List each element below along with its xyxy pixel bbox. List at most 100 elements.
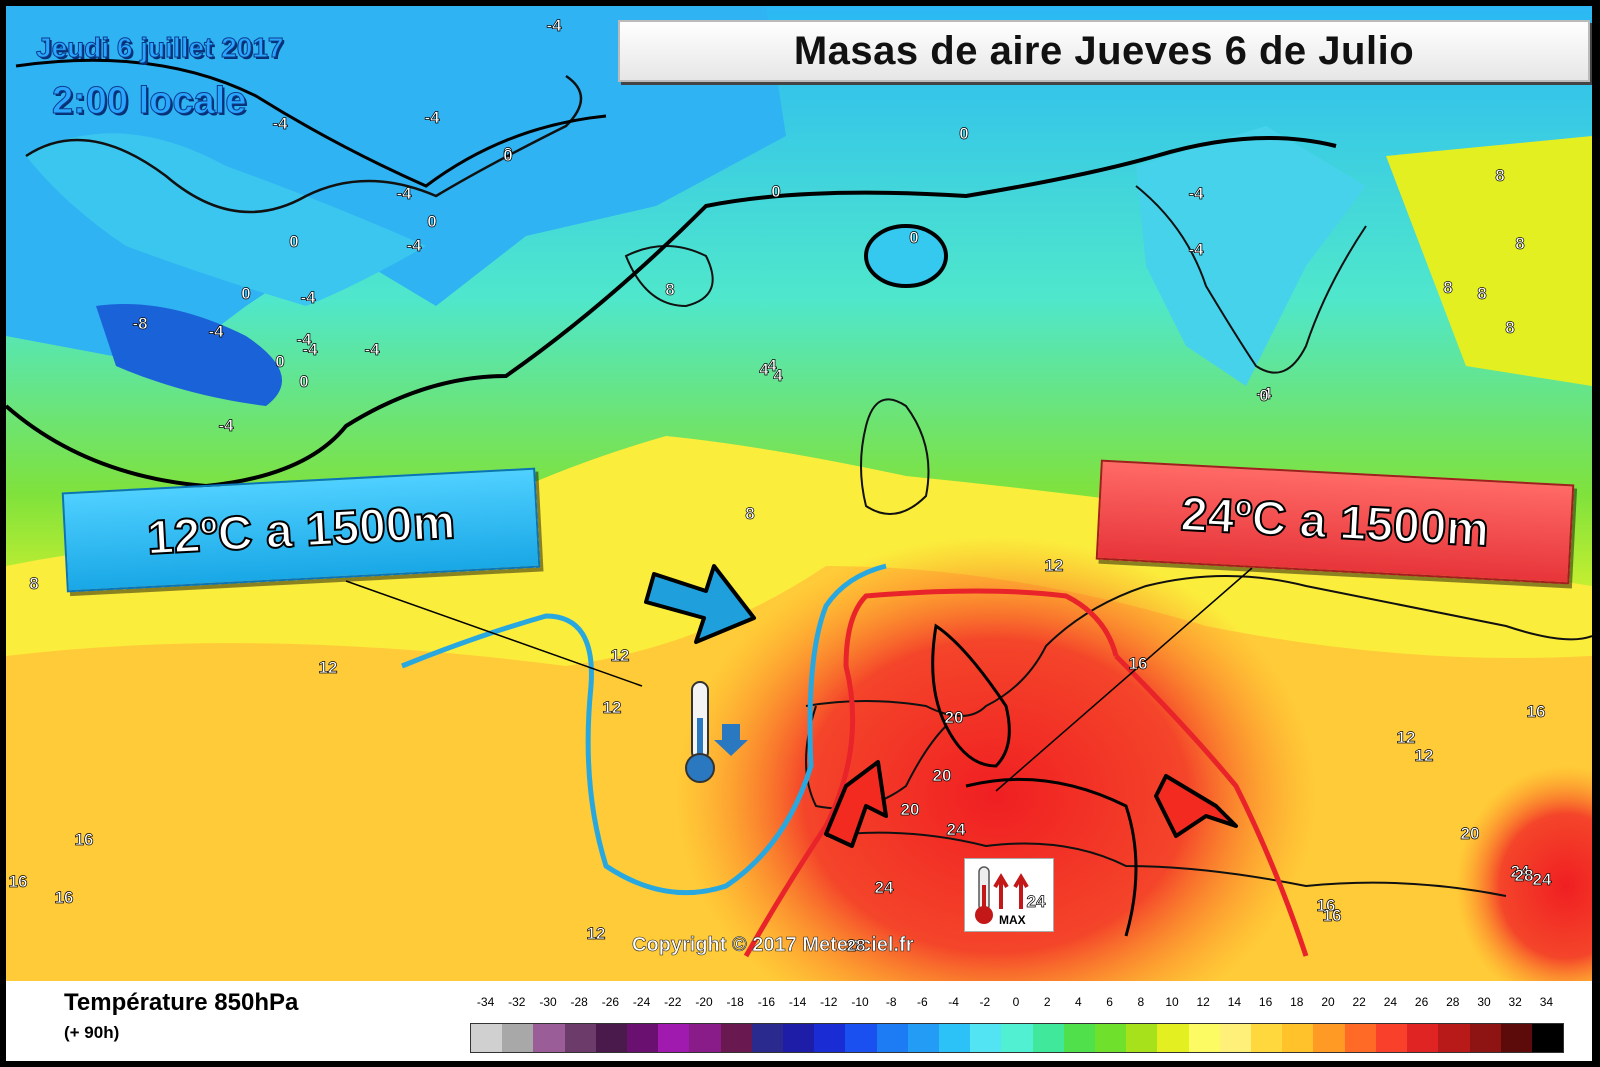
legend-tick: 0 (1012, 995, 1020, 1009)
isotherm-twenty (931, 623, 1011, 768)
coastline-africa (825, 831, 1507, 897)
legend-tick: -28 (570, 995, 588, 1009)
contour-label: 0 (959, 124, 969, 144)
contour-label: -4 (272, 114, 288, 134)
hot-core-east (1456, 766, 1592, 981)
legend-tick: 8 (1137, 995, 1145, 1009)
legend-swatch (627, 1024, 659, 1052)
legend-tick: -22 (664, 995, 682, 1009)
contour-label: -4 (302, 340, 318, 360)
legend-tick: 24 (1383, 995, 1398, 1009)
legend-tick: 12 (1196, 995, 1210, 1009)
legend-panel: Température 850hPa (+ 90h) -34 -32 -30 -28-… (6, 981, 1592, 1061)
contour-label: 0 (427, 212, 437, 232)
copyright: Copyright © 2017 Meteociel.fr (632, 934, 914, 957)
isotherm-four-north (15, 58, 607, 188)
temperature-map: Jeudi 6 juillet 2017 2:00 locale Masas d… (6, 6, 1592, 981)
contour-label: 0 (909, 228, 919, 248)
legend-tick-row: -34 -32 -30 -28 -26 -24 -22 -20 -18 -16 -14 -12 -10-… (470, 995, 1562, 1009)
legend-tick: 34 (1539, 995, 1554, 1009)
contour-label: 12 (586, 924, 606, 944)
contour-label: 16 (54, 888, 74, 908)
legend-tick: -30 (539, 995, 557, 1009)
legend-swatch (1531, 1024, 1564, 1052)
legend-tick: 16 (1258, 995, 1273, 1009)
contour-label: 0 (771, 182, 781, 202)
hot-callout-leader (995, 567, 1253, 792)
contour-label: 16 (1128, 654, 1148, 674)
contour-label: -4 (218, 416, 234, 436)
contour-label: -4 (1188, 240, 1204, 260)
title-banner: Masas de aire Jueves 6 de Julio (618, 20, 1590, 82)
coastline-europe (805, 575, 1592, 717)
isotherm-twentyfour (965, 777, 1138, 937)
legend-swatch (783, 1024, 815, 1052)
contour-label: 8 (1505, 318, 1515, 338)
legend-swatch (1438, 1024, 1470, 1052)
contour-label: 20 (900, 800, 920, 820)
contour-label: -8 (132, 314, 148, 334)
contour-label: -4 (406, 236, 422, 256)
contour-label: 8 (665, 280, 675, 300)
contour-label: 0 (1259, 386, 1269, 406)
thermometer-icon (685, 681, 748, 783)
legend-swatch (814, 1024, 846, 1052)
cold-airmass-boundary (401, 563, 887, 896)
contour-label: 16 (1316, 896, 1336, 916)
contour-label: 8 (29, 574, 39, 594)
legend-swatch (689, 1024, 721, 1052)
legend-swatch (595, 1024, 628, 1052)
legend-swatch (658, 1024, 690, 1052)
contour-label: 20 (932, 766, 952, 786)
contour-label: -4 (396, 184, 412, 204)
legend-swatch (564, 1024, 596, 1052)
max-temperature-badge: MAX (964, 858, 1054, 932)
legend-swatch (751, 1024, 784, 1052)
legend-swatch (471, 1024, 503, 1052)
contour-label: -4 (424, 108, 440, 128)
coastline-scandinavia (1135, 185, 1367, 374)
contour-label: 20 (944, 708, 964, 728)
coastline-uk (860, 398, 930, 515)
legend-swatch (939, 1024, 971, 1052)
contour-label: 24 (1510, 862, 1530, 882)
legend-tick: -14 (788, 995, 807, 1009)
legend-tick: 30 (1477, 995, 1491, 1009)
legend-tick: -26 (601, 995, 620, 1009)
contour-label: 24 (946, 820, 966, 840)
legend-swatch (1063, 1024, 1096, 1052)
contour-label: -4 (364, 340, 380, 360)
legend-tick: 10 (1165, 995, 1179, 1009)
hot-core-iberia-africa (676, 536, 1316, 981)
legend-color-scale (470, 1023, 1564, 1053)
contour-label: 12 (1044, 556, 1064, 576)
warm-advection-arrow-east (1154, 774, 1238, 838)
legend-tick: -6 (917, 995, 928, 1009)
legend-tick: -12 (820, 995, 838, 1009)
legend-swatch (845, 1024, 877, 1052)
legend-tick: -32 (508, 995, 526, 1009)
contour-label: 0 (275, 352, 285, 372)
legend-tick: 14 (1227, 995, 1242, 1009)
cold-region-scandinavia (1136, 126, 1366, 386)
warm-airmass-boundary-east (1114, 654, 1309, 957)
contour-label: 0 (241, 284, 251, 304)
contour-label: 4 (759, 360, 769, 380)
legend-swatch (876, 1024, 908, 1052)
legend-tick: -34 (476, 995, 495, 1009)
cold-region-north (6, 6, 786, 366)
contour-label: 16 (1526, 702, 1546, 722)
contour-label: -4 (208, 322, 224, 342)
legend-swatch (720, 1024, 752, 1052)
contour-label: 8 (1443, 278, 1453, 298)
contour-label: 20 (1460, 824, 1480, 844)
legend-swatch (970, 1024, 1002, 1052)
legend-swatch (1095, 1024, 1127, 1052)
legend-tick: 20 (1321, 995, 1335, 1009)
max-label: MAX (999, 913, 1026, 927)
legend-tick: 26 (1414, 995, 1429, 1009)
legend-swatch (1126, 1024, 1158, 1052)
contour-label: 24 (1532, 870, 1552, 890)
contour-label: 12 (318, 658, 338, 678)
